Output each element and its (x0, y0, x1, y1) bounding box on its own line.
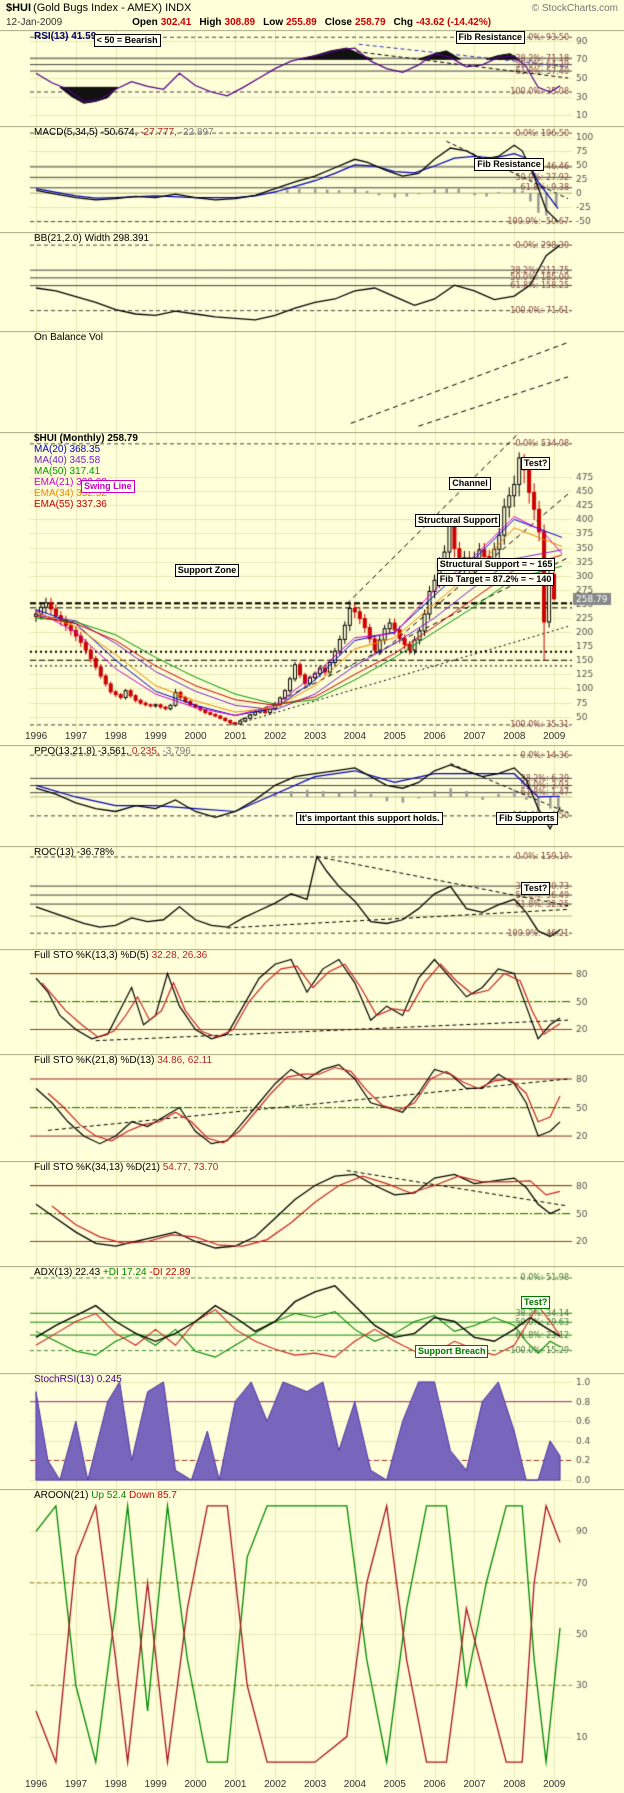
annotation-test: Test? (521, 457, 551, 471)
panel-on-balance-volume: On Balance Vol (0, 331, 624, 432)
ohlc-value: 308.89 (224, 17, 256, 28)
panel-rsi: RSI(13) 41.59 < 50 = Bearish Fib Resistanc… (0, 30, 624, 126)
sto2-plot (0, 1054, 624, 1161)
year-label: 2008 (503, 1779, 526, 1790)
chart-header: $HUI (Gold Bugs Index - AMEX) INDX © Sto… (0, 0, 624, 30)
ohlc-item: Open 302.41 (132, 16, 191, 29)
year-label: 2009 (543, 1779, 566, 1790)
ohlc-value: 302.41 (160, 17, 192, 28)
quote-date: 12-Jan-2009 (6, 17, 63, 28)
annotation-structural-support: Structural Support (414, 514, 501, 528)
macd-plot (0, 126, 624, 232)
panel-ppo: PPO(13,21,8) -3.561, 0.235, -3.796 It's i… (0, 745, 624, 846)
panel-full-sto-21-8: Full STO %K(21,8) %D(13) 34.86, 62.11 (0, 1054, 624, 1161)
ohlc-value: -43.62 (-14.42%) (416, 17, 492, 28)
year-label: 1999 (144, 731, 167, 742)
ohlc-label: Close (324, 17, 352, 28)
stochrsi-plot (0, 1373, 624, 1489)
header-quote-row: 12-Jan-2009 Open 302.41 High 308.89 Low 255.8… (6, 16, 618, 29)
panel-macd: MACD(5,34,5) -50.674, -27.777, -22.897 Fi… (0, 126, 624, 232)
ohlc-item: High 308.89 (199, 16, 255, 29)
ohlc-label: Open (132, 17, 158, 28)
obv-plot (0, 331, 624, 432)
year-label: 2002 (264, 731, 287, 742)
ohlc-label: High (199, 17, 222, 28)
year-label: 2003 (303, 1779, 327, 1790)
annotation-fib-supports: Fib Supports (496, 811, 558, 825)
year-label: 1997 (64, 1779, 88, 1790)
ohlc-label: Chg (393, 17, 413, 28)
year-label: 2000 (184, 1779, 207, 1790)
year-label: 2006 (423, 1779, 446, 1790)
panel-aroon: AROON(21) Up 52.4 Down 85.7 (0, 1489, 624, 1779)
ohlc-item: Low 255.89 (263, 16, 317, 29)
ohlc-value: 258.79 (354, 17, 386, 28)
panel-full-sto-34-13: Full STO %K(34,13) %D(21) 54.77, 73.70 (0, 1161, 624, 1266)
annotation-test: Test? (521, 1295, 551, 1309)
year-label: 1999 (144, 1779, 167, 1790)
roc-plot (0, 846, 624, 949)
year-label: 2004 (343, 731, 367, 742)
panel-adx: ADX(13) 22.43 +DI 17.24 -DI 22.89 Test? Su… (0, 1266, 624, 1373)
annotation-fib-target-87-2-140: Fib Target = 87.2% = ~ 140 (436, 572, 555, 586)
year-label: 1997 (64, 731, 88, 742)
year-label: 2007 (463, 1779, 486, 1790)
year-label: 2005 (383, 1779, 406, 1790)
annotation-50-bearish: < 50 = Bearish (93, 33, 161, 47)
year-label: 2008 (503, 731, 526, 742)
ohlc-value: 255.89 (286, 17, 317, 28)
annotation-structural-support-165: Structural Support = ~ 165 (436, 557, 556, 571)
year-label: 1996 (24, 731, 48, 742)
bb-plot (0, 232, 624, 331)
ohlc-label: Low (263, 17, 284, 28)
year-label: 1996 (24, 1779, 48, 1790)
panel-bb-width: BB(21,2.0) Width 298.391 (0, 232, 624, 331)
symbol: $HUI (6, 2, 32, 14)
panel-stochrsi: StochRSI(13) 0.245 (0, 1373, 624, 1489)
x-axis-years-bottom: 1996 1997 1998 1999 2000 2001 2002 2003 2004 2005… (0, 1779, 624, 1793)
ohlc-values: Open 302.41 High 308.89 Low 255.89 Close 258.79… (132, 16, 491, 29)
year-label: 2002 (264, 1779, 287, 1790)
ohlc-item: Chg -43.62 (-14.42%) (394, 16, 492, 29)
sto1-plot (0, 949, 624, 1054)
panel-price-candlesticks: $HUI (Monthly) 258.79 MA(20) 368.35 MA(40)… (0, 432, 624, 731)
annotation-channel: Channel (449, 476, 491, 490)
year-label: 2004 (343, 1779, 367, 1790)
annotation-fib-resistance: Fib Resistance (455, 30, 526, 44)
year-label: 2000 (184, 731, 207, 742)
year-label: 2007 (463, 731, 486, 742)
sto3-plot (0, 1161, 624, 1266)
year-label: 2001 (224, 1779, 247, 1790)
year-label: 2003 (303, 731, 327, 742)
annotation-support-breach: Support Breach (414, 1345, 489, 1359)
panel-roc: ROC(13) -36.78% Test? (0, 846, 624, 949)
year-label: 1998 (104, 1779, 127, 1790)
year-label: 2005 (383, 731, 406, 742)
annotation-test: Test? (521, 882, 551, 896)
year-label: 2009 (543, 731, 566, 742)
annotation-swing-line: Swing Line (81, 479, 135, 493)
adx-plot (0, 1266, 624, 1373)
year-label: 2006 (423, 731, 446, 742)
annotation-it-s-important-this-support-holds: It's important this support holds. (296, 811, 443, 825)
annotation-support-zone: Support Zone (174, 563, 240, 577)
symbol-description: (Gold Bugs Index - AMEX) INDX (33, 2, 192, 14)
copyright-link[interactable]: © StockCharts.com (531, 3, 618, 14)
x-axis-years-main: 1996 1997 1998 1999 2000 2001 2002 2003 2004 2005… (0, 731, 624, 745)
year-label: 2001 (224, 731, 247, 742)
aroon-plot (0, 1489, 624, 1779)
year-label: 1998 (104, 731, 127, 742)
annotation-fib-resistance: Fib Resistance (474, 157, 544, 171)
ppo-plot (0, 745, 624, 846)
panel-full-sto-13-3: Full STO %K(13,3) %D(5) 32.28, 26.36 (0, 949, 624, 1054)
ohlc-item: Close 258.79 (325, 16, 386, 29)
header-title-row: $HUI (Gold Bugs Index - AMEX) INDX © Sto… (6, 2, 618, 15)
